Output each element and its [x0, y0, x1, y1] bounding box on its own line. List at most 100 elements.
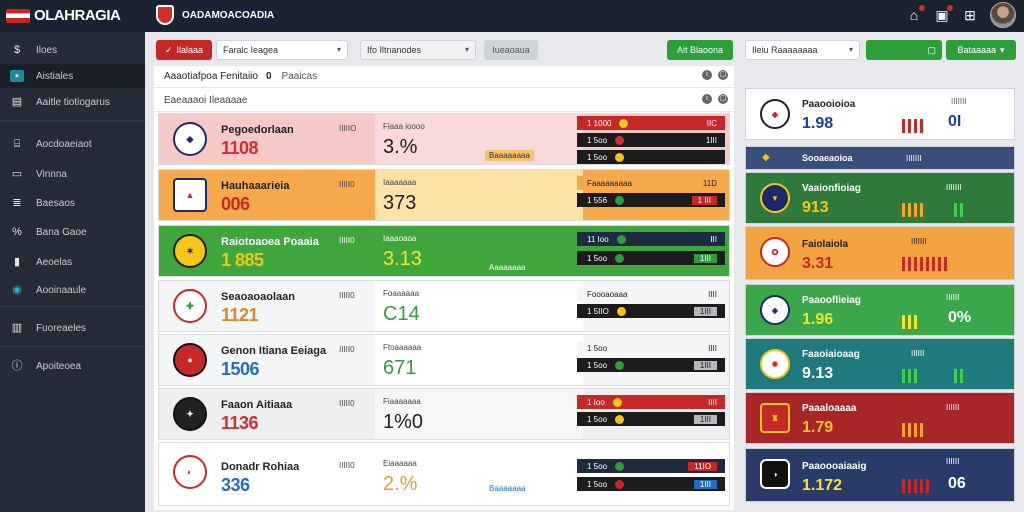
match-row[interactable]: ◆ Pegoedorlaan 1108 IIIIIO Fiaaa ioooo 3… — [158, 113, 730, 165]
sidebar-item-4[interactable]: ⌸ Aocdoaeiaot — [0, 132, 145, 156]
league-select[interactable]: Faralc Ieagea ▾ — [216, 40, 348, 60]
odds-label: 1 5IIO — [587, 306, 609, 316]
odds-bar[interactable]: 1 Ioo IIII — [577, 395, 725, 409]
sidebar-item-label: Aaitle tiotiogarus — [36, 96, 110, 108]
odds-bar[interactable]: 11 Ioo III — [577, 232, 725, 246]
odds-bar[interactable]: 1 5oo IIII — [577, 341, 725, 355]
sidebar-item-9[interactable]: ◉ Aooinaaule — [0, 278, 145, 302]
team-crest: ● — [173, 343, 207, 377]
odds-bar[interactable]: 1 5oo — [577, 150, 725, 164]
odds-panel: 1 Ioo IIII 1 5oo 1III — [577, 389, 725, 439]
sidebar-item-5[interactable]: ▭ Vinnna — [0, 162, 145, 186]
sidebar-item-3[interactable]: ▤ Aaitle tiotiogarus — [0, 90, 145, 114]
match-row[interactable]: ▲ Hauhaaarieia 006 IIIII0 Iaaaaaaa 373 F… — [158, 169, 730, 221]
odds-bar[interactable]: 1 5IIO 1III — [577, 304, 725, 318]
bar-indicator — [954, 369, 963, 383]
bag-icon: ⌸ — [13, 138, 21, 150]
market-cell: Eiaaaaaa 2.% Baaaaaaa — [375, 443, 583, 505]
section-controls: i ▢ — [702, 70, 728, 80]
grey-button[interactable]: Iueaoaua — [484, 40, 538, 60]
green-toggle-button[interactable]: ▢ — [866, 40, 942, 60]
right-card[interactable]: ✹ Faaoiaioaag 9.13 IIIIII — [745, 338, 1015, 390]
bar-indicator — [902, 257, 947, 271]
expand-icon[interactable]: ▢ — [718, 70, 728, 80]
odds-bar[interactable]: Faaaaaaaaa 11D — [577, 176, 725, 190]
calendar-icon[interactable]: ▣ — [934, 5, 953, 23]
odds-value: 11D — [702, 178, 717, 188]
market-select[interactable]: Ileiu Raaaaaaaa ▾ — [745, 40, 860, 60]
green-action-button[interactable]: Ait Blaoona — [667, 40, 733, 60]
info-icon: ⓘ — [11, 360, 23, 372]
match-row[interactable]: ● Genon Itiana Eeiaga 1506 IIIII0 Ftoaaa… — [158, 334, 730, 386]
odds-bar[interactable]: 1 5oo 1III — [577, 412, 725, 426]
odds-bar[interactable]: 1 5oo 11IO — [577, 459, 725, 473]
logo[interactable]: OLAHRAGIA — [6, 7, 121, 24]
team-stat: IIIII0 — [339, 345, 355, 354]
event-select[interactable]: Ifo Iltnanodes ▾ — [360, 40, 476, 60]
sidebar-item-11[interactable]: ⓘ Apoiteoea — [0, 354, 145, 378]
sidebar-item-1[interactable]: $ Iloes — [0, 38, 145, 62]
odds-bar[interactable]: 1 5oo 1III — [577, 251, 725, 265]
odds-value: 1III — [693, 479, 717, 489]
sidebar-item-7[interactable]: % Bana Gaoe — [0, 220, 145, 244]
right-card[interactable]: ◆ Sooaeaoioa IIIIIII — [745, 146, 1015, 170]
odds-bar[interactable]: Foooaoaaa IIII — [577, 287, 725, 301]
odds-bar[interactable]: 1 556 1 III — [577, 193, 725, 207]
odds-bar[interactable]: 1 5oo 1III — [577, 477, 725, 491]
sidebar-item-10[interactable]: ▥ Fuoreaeles — [0, 316, 145, 340]
market-cell: Ftoaaaaaa 671 — [375, 335, 583, 385]
odds-panel: 11 Ioo III 1 5oo 1III — [577, 226, 725, 276]
match-row[interactable]: ✚ Seaoaoaolaan 1121 IIIII0 Foaaaaaa C14 … — [158, 280, 730, 332]
odds-panel: 1 5oo IIII 1 5oo 1III — [577, 335, 725, 385]
dot-icon — [615, 253, 625, 263]
bet-slip-button[interactable]: Bataaaaa ▾ — [946, 40, 1016, 60]
expand-icon[interactable]: ▢ — [718, 94, 728, 104]
odds-bar[interactable]: 1 5oo 1III — [577, 358, 725, 372]
odds-bar[interactable]: 1 5oo 1III — [577, 133, 725, 147]
market-pill[interactable]: Baaaaaaa — [489, 484, 526, 493]
filter-red-button[interactable]: ✓ Ilalaaa — [156, 40, 212, 60]
doc-icon: ▤ — [11, 96, 23, 108]
chevron-down-icon: ▾ — [464, 45, 469, 54]
right-card[interactable]: ◈ Paaooflieiag 1.96 0% IIIIII — [745, 284, 1015, 336]
info-icon[interactable]: i — [702, 94, 712, 104]
market-label: Fiaaa ioooo — [383, 122, 425, 131]
dot-icon — [612, 397, 622, 407]
right-card[interactable]: ♜ Paaaloaaaa 1.79 IIIIII — [745, 392, 1015, 444]
odds-bar[interactable]: 1 1000 IIC — [577, 116, 725, 130]
section-count: 0 — [265, 71, 272, 82]
bar-indicator — [902, 479, 929, 493]
right-card[interactable]: ▼ Vaaionfioiag 913 IIIIIII — [745, 172, 1015, 224]
team-stat: IIIII0 — [339, 236, 355, 245]
flag-icon: ◆ — [762, 152, 770, 163]
sidebar-item-8[interactable]: ▮ Aeoelas — [0, 250, 145, 274]
card-score: 3.31 — [802, 255, 834, 272]
match-row[interactable]: ✦ Faaon Aitiaaa 1136 IIIII0 Fiaaaaaaa 1%… — [158, 388, 730, 440]
divider — [0, 346, 145, 347]
market-value: 373 — [383, 192, 417, 214]
sidebar-item-label: Aistiales — [36, 70, 74, 82]
odds-value: 11IO — [688, 461, 717, 471]
chevron-down-icon: ▾ — [848, 45, 853, 54]
market-pill[interactable]: Baaaaaaaa — [485, 150, 534, 161]
card-title: Paaooioioa — [802, 99, 856, 110]
odds-value: 1III — [693, 360, 717, 370]
right-card[interactable]: ✪ Faiolaiola 3.31 IIIIIII — [745, 226, 1015, 280]
grid-icon[interactable]: ⊞ — [964, 7, 976, 23]
market-cell: Foaaaaaa C14 — [375, 281, 583, 331]
sidebar-item-2[interactable]: ▪ Aistiales — [0, 64, 145, 88]
team-crest: ♜ — [760, 403, 790, 433]
right-card[interactable]: ◑ Paaoooaiaaig 1.172 06 IIIIII — [745, 448, 1015, 502]
home-icon[interactable]: ⌂ — [906, 5, 925, 23]
team-crest: ◐ — [173, 455, 207, 489]
match-row[interactable]: ✶ Raiotoaoea Poaaia 1 885 IIIII0 Iaaaoao… — [158, 225, 730, 277]
avatar[interactable] — [990, 2, 1016, 28]
market-pill[interactable]: Aaaaaaaa — [489, 263, 526, 272]
sidebar-item-6[interactable]: ≣ Baesaos — [0, 191, 145, 215]
info-icon[interactable]: i — [702, 70, 712, 80]
match-row[interactable]: ◐ Donadr Rohiaa 336 IIIII0 Eiaaaaaa 2.% … — [158, 442, 730, 506]
section-header-2: Eaeaaaoi Ileaaaae i ▢ — [154, 90, 734, 112]
card-mini: IIIIII — [946, 457, 960, 466]
right-card[interactable]: ◆ Paaooioioa 1.98 0I IIIIIII — [745, 88, 1015, 140]
team-crest: ◑ — [760, 459, 790, 489]
